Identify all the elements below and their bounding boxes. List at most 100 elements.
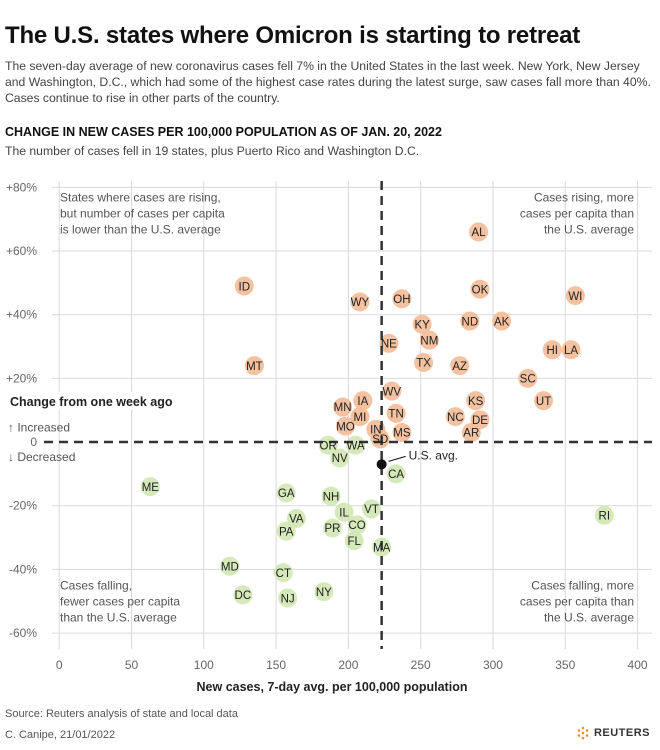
source-note: Source: Reuters analysis of state and lo… [5,708,238,720]
data-point [330,448,350,468]
data-point-label: OR [320,440,337,452]
data-point [382,381,402,401]
y-tick-label: -40% [9,562,37,576]
data-point [350,407,370,427]
data-point-label: NV [332,453,348,465]
data-point [318,435,338,455]
data-point [542,340,562,360]
scatter-chart: States where cases are rising, but number… [6,180,652,694]
data-point [286,508,306,528]
data-point [276,483,296,503]
y-axis-title-bg [8,391,180,410]
y-tick-label: +80% [6,180,37,194]
data-point-label: WI [568,291,582,303]
data-point [419,330,439,350]
data-point-label: RI [599,510,611,522]
data-point-label: WA [347,440,365,452]
data-point [470,279,490,299]
data-point-label: MD [221,561,239,573]
x-tick-label: 350 [555,658,575,672]
y-tick-label: +40% [6,308,37,322]
data-point-label: SD [372,434,388,446]
data-point-label: DE [472,415,488,427]
data-point [244,356,264,376]
data-point [469,222,489,242]
data-point-label: MT [246,361,263,373]
data-point [392,423,412,443]
chart-subtitle: The number of cases fell in 19 states, p… [5,144,420,158]
data-point [379,333,399,353]
data-point [561,340,581,360]
increased-label: ↑ Increased [8,420,70,434]
us-average-label: U.S. avg. [409,448,458,462]
data-point-label: KS [468,396,484,408]
data-point [350,292,370,312]
x-tick-label: 400 [628,658,648,672]
data-point-label: FL [347,536,361,548]
data-point-label: VA [289,514,304,526]
data-point-label: VT [364,504,379,516]
y-tick-label: -60% [9,626,37,640]
data-point-label: WY [351,297,370,309]
axis-labels: +80% +60% +40% +20% 0 -20% -40% -60% 0 50 100 150 20… [6,180,648,694]
x-tick-label: 200 [338,658,358,672]
data-point-label: UT [536,396,551,408]
reuters-logo: REUTERS [576,726,650,740]
data-point-label: AL [471,227,486,239]
data-point-label: KY [414,319,430,331]
data-point [335,416,355,436]
quadrant-label-line: cases per capita than [520,206,634,220]
data-point-label: MI [354,412,367,424]
data-point [445,407,465,427]
data-point-label: PR [324,523,340,535]
data-point-label: ID [239,281,251,293]
data-point [565,286,585,306]
data-point-label: AZ [452,361,467,373]
reference-lines [44,181,652,649]
data-point-label: CT [276,568,291,580]
data-point [460,311,480,331]
data-point [346,435,366,455]
data-point [518,368,538,388]
data-point [276,521,296,541]
data-point-label: CA [388,469,404,481]
data-point-label: ME [142,482,160,494]
x-axis-title: New cases, 7-day avg. per 100,000 popula… [197,680,468,694]
data-point-label: NM [420,335,438,347]
x-tick-label: 100 [194,658,214,672]
data-point-label: SC [520,374,536,386]
quadrant-label-line: Cases falling, [60,578,132,592]
data-point [461,423,481,443]
data-point-label: NY [316,587,332,599]
us-average-pointer [388,455,406,462]
data-point [344,531,364,551]
data-point [140,477,160,497]
data-point-label: NJ [281,593,295,605]
data-point-label: HI [546,345,558,357]
data-point [492,311,512,331]
data-point [392,289,412,309]
quadrant-label-line: fewer cases per capita [60,594,180,608]
credit-note: C. Canipe, 21/01/2022 [5,729,116,741]
chart-heading: CHANGE IN NEW CASES PER 100,000 POPULATI… [5,125,442,139]
data-point-label: DC [235,590,252,602]
data-point-label: IN [370,425,382,437]
data-point [594,505,614,525]
data-point [386,403,406,423]
data-point-label: TX [416,358,431,370]
data-point-label: IA [357,396,368,408]
data-point [412,314,432,334]
data-point [414,352,434,372]
data-point-label: ND [462,316,479,328]
data-point-label: OH [393,294,410,306]
x-tick-label: 150 [266,658,286,672]
data-point-label: CO [348,520,365,532]
data-point-label: MO [336,421,355,433]
data-point [534,391,554,411]
data-point [314,582,334,602]
data-point [370,429,390,449]
x-tick-label: 50 [125,658,139,672]
data-point-label: AK [494,316,510,328]
brand-name: REUTERS [593,727,650,739]
data-point [278,588,298,608]
